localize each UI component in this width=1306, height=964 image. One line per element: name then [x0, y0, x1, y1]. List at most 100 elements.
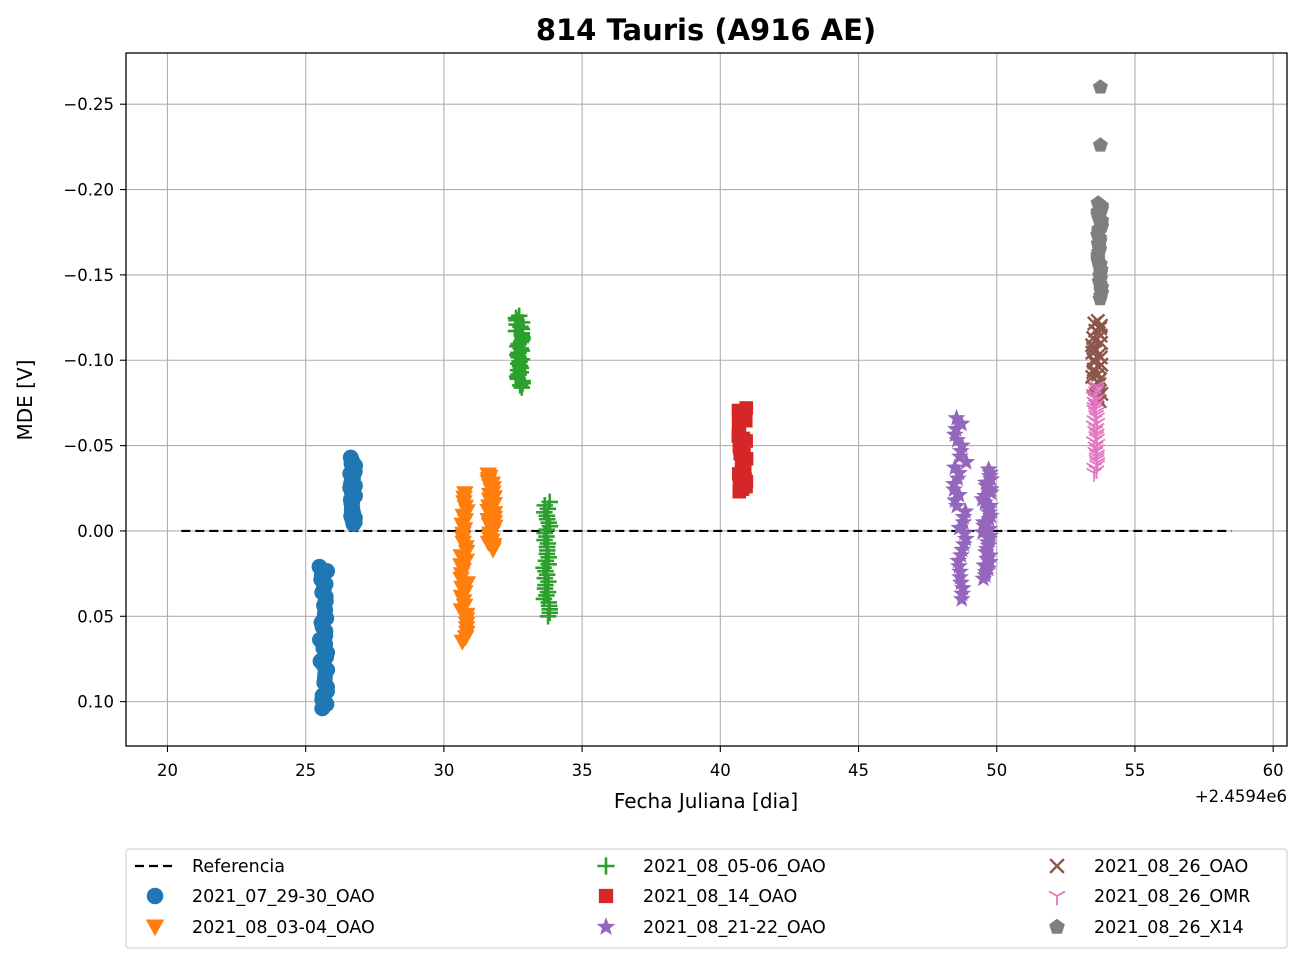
legend-label: 2021_07_29-30_OAO — [192, 887, 375, 907]
data-point — [952, 414, 971, 432]
data-point — [978, 549, 996, 567]
data-point — [975, 556, 994, 574]
data-point — [982, 483, 1000, 501]
x-tick-label: 45 — [848, 761, 869, 780]
legend-marker — [598, 888, 614, 904]
plot-frame — [125, 52, 1288, 747]
x-tick-label: 30 — [433, 761, 454, 780]
data-point — [974, 569, 993, 587]
x-axis-ticks: 20 25 30 35 40 45 50 55 60 — [157, 746, 1284, 780]
data-point — [948, 469, 967, 487]
data-point — [952, 573, 970, 591]
data-point — [980, 519, 999, 537]
data-point — [538, 587, 555, 604]
y-axis-ticks: −0.25 −0.20 −0.15 −0.10 −0.05 0.00 0.05 0.10 — [63, 95, 126, 712]
y-tick-label: 0.05 — [77, 607, 114, 626]
data-point — [536, 531, 553, 549]
data-point — [947, 419, 965, 437]
data-point — [511, 377, 529, 394]
legend-box — [125, 848, 1288, 949]
data-point — [945, 458, 964, 476]
data-point — [952, 545, 970, 563]
legend-label: 2021_08_05-06_OAO — [643, 857, 826, 877]
x-tick-label: 55 — [1124, 761, 1145, 780]
data-point — [950, 463, 968, 481]
data-point — [950, 518, 969, 536]
legend-marker — [146, 887, 164, 905]
x-axis-label: Fecha Juliana [dia] — [614, 789, 798, 813]
data-point — [1086, 467, 1103, 482]
data-point — [976, 566, 995, 583]
x-tick-label: 60 — [1263, 761, 1284, 780]
legend-label: Referencia — [192, 857, 285, 877]
data-point — [946, 491, 964, 509]
x-tick-label: 35 — [572, 761, 593, 780]
y-tick-label: −0.05 — [63, 437, 114, 456]
data-point — [945, 425, 964, 443]
legend-label: 2021_08_03-04_OAO — [192, 918, 375, 938]
y-tick-label: −0.10 — [63, 351, 114, 370]
data-point — [954, 535, 973, 552]
data-point — [956, 529, 975, 547]
data-point — [732, 484, 747, 499]
data-point — [973, 489, 992, 507]
data-point — [945, 480, 963, 498]
data-point — [345, 516, 362, 533]
data-point — [950, 447, 969, 465]
data-point — [975, 493, 994, 511]
legend-marker — [1049, 918, 1065, 934]
data-point — [947, 408, 966, 426]
data-point — [981, 552, 999, 570]
data-point — [954, 513, 973, 531]
y-tick-label: 0.10 — [77, 693, 114, 712]
chart-title: 814 Tauris (A916 AE) — [536, 13, 876, 47]
y-tick-label: 0.00 — [77, 522, 114, 541]
y-tick-label: −0.20 — [63, 181, 114, 200]
legend-marker — [1048, 890, 1066, 906]
data-point — [952, 589, 971, 607]
data-point — [973, 523, 992, 540]
data-point — [539, 608, 557, 625]
legend-label: 2021_08_26_OAO — [1094, 857, 1248, 877]
data-point — [513, 379, 531, 396]
data-point — [974, 516, 993, 534]
data-point — [947, 496, 966, 514]
data-point — [980, 509, 999, 527]
data-point — [1092, 137, 1108, 152]
x-axis-offset-label: +2.4594e6 — [1195, 787, 1287, 806]
legend-label: 2021_08_26_OMR — [1094, 887, 1250, 907]
legend-label: 2021_08_26_X14 — [1094, 918, 1244, 938]
data-point — [956, 502, 975, 520]
y-tick-label: −0.15 — [63, 266, 114, 285]
data-point — [314, 700, 331, 717]
legend-label: 2021_08_14_OAO — [643, 887, 797, 907]
data-point — [1092, 290, 1108, 306]
data-point — [955, 524, 974, 541]
data-point — [979, 559, 998, 577]
data-point — [950, 485, 968, 503]
legend-items: Referencia 2021_07_29-30_OAO 2021_08_03-04… — [135, 857, 1250, 938]
legend-marker — [145, 919, 165, 937]
legend-label: 2021_08_21-22_OAO — [643, 918, 826, 938]
data-point — [484, 542, 502, 559]
data-point — [957, 452, 976, 470]
x-tick-label: 50 — [986, 761, 1007, 780]
data-point — [453, 634, 472, 651]
data-point — [1092, 79, 1108, 94]
legend-marker — [1049, 858, 1065, 874]
legend-marker — [597, 857, 615, 875]
data-points — [311, 79, 1110, 717]
data-point — [982, 470, 1000, 487]
legend-marker — [596, 917, 616, 935]
data-point — [948, 430, 967, 448]
data-point — [536, 504, 553, 521]
data-point — [977, 476, 996, 494]
legend: Referencia 2021_07_29-30_OAO 2021_08_03-04… — [125, 848, 1288, 949]
x-tick-label: 40 — [710, 761, 731, 780]
y-axis-label: MDE [V] — [13, 360, 37, 441]
data-point — [541, 604, 558, 622]
x-tick-label: 25 — [295, 761, 316, 780]
x-tick-label: 20 — [157, 761, 178, 780]
